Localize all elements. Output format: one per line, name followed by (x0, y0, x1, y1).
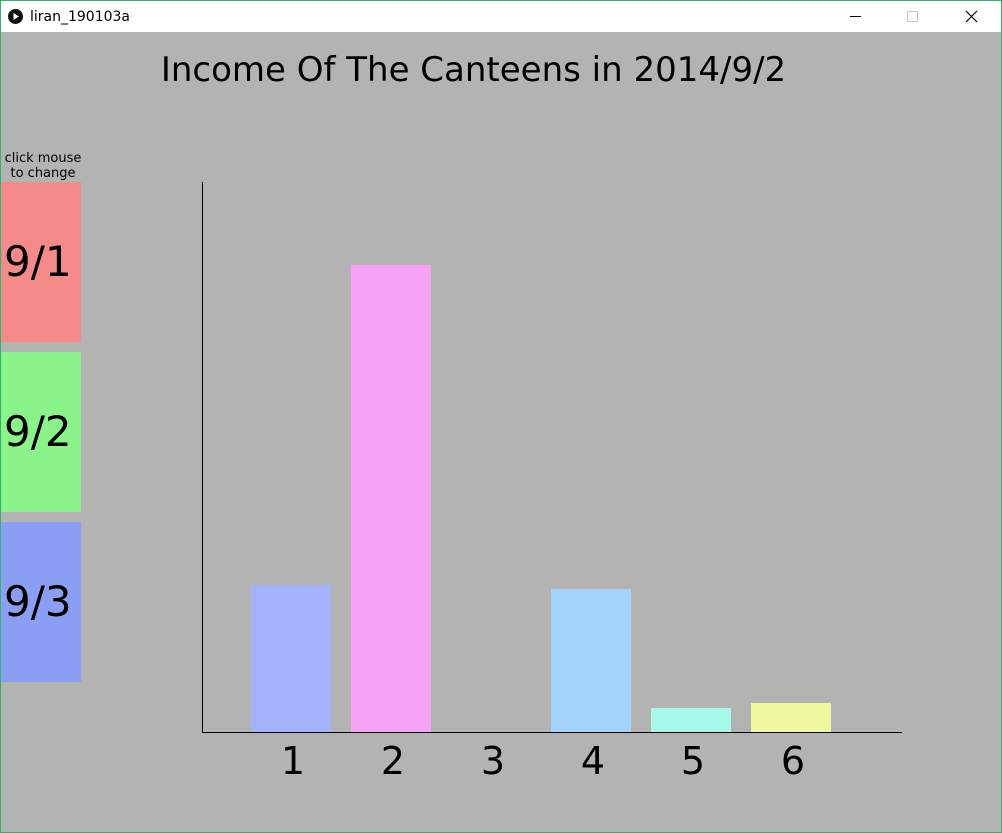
bar-6 (751, 703, 831, 732)
x-tick-label: 5 (681, 739, 705, 783)
x-tick-label: 6 (781, 739, 805, 783)
chart-title: Income Of The Canteens in 2014/9/2 (160, 50, 787, 90)
date-button-label: 9/3 (4, 577, 72, 626)
change-hint: click mouse to change (1, 151, 85, 181)
close-icon (965, 10, 978, 23)
date-button-9-2[interactable]: 9/2 (1, 352, 81, 512)
hint-line-2: to change (10, 166, 76, 181)
x-tick-label: 3 (481, 739, 505, 783)
date-button-label: 9/1 (4, 237, 72, 286)
minimize-icon (850, 16, 861, 17)
bar-4 (551, 589, 631, 732)
date-button-9-3[interactable]: 9/3 (1, 522, 81, 682)
date-button-9-1[interactable]: 9/1 (1, 182, 81, 342)
x-tick-label: 1 (281, 739, 305, 783)
x-tick-label: 2 (381, 739, 405, 783)
bar-1 (251, 585, 331, 732)
hint-line-1: click mouse (4, 151, 82, 166)
window-title: liran_190103a (30, 9, 131, 25)
x-tick-label: 4 (581, 739, 605, 783)
bar-5 (651, 708, 731, 732)
bar-2 (351, 265, 431, 732)
date-button-label: 9/2 (4, 407, 72, 456)
maximize-button[interactable] (889, 1, 935, 32)
close-button[interactable] (949, 1, 995, 32)
maximize-icon (907, 11, 918, 22)
title-bar: liran_190103a (1, 1, 1001, 32)
minimize-button[interactable] (833, 1, 879, 32)
app-icon (8, 9, 23, 24)
